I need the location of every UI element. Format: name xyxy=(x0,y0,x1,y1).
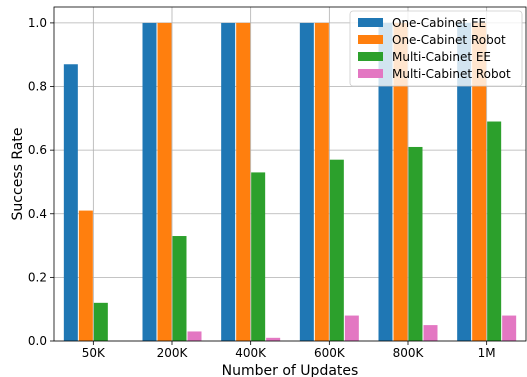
legend-swatch xyxy=(358,69,383,78)
x-axis-ticks: 50K 200K 400K 600K 800K 1M xyxy=(82,341,496,360)
bar-one-cabinet-robot-200k xyxy=(157,22,172,342)
legend-label: One-Cabinet EE xyxy=(392,16,486,30)
bar-one-cabinet-robot-1m xyxy=(472,22,487,342)
x-tick-label: 800K xyxy=(393,346,425,360)
y-tick-label: 1.0 xyxy=(28,16,47,30)
bar-one-cabinet-ee-800k xyxy=(378,22,393,342)
bar-one-cabinet-robot-600k xyxy=(314,22,329,342)
bar-multi-cabinet-robot-400k xyxy=(266,337,281,341)
bar-one-cabinet-robot-400k xyxy=(236,22,251,342)
bar-multi-cabinet-robot-600k xyxy=(344,315,359,341)
legend: One-Cabinet EE One-Cabinet Robot Multi-Cab… xyxy=(349,10,523,87)
x-tick-label: 400K xyxy=(235,346,267,360)
y-tick-label: 0.0 xyxy=(28,334,47,348)
y-tick-label: 0.6 xyxy=(28,143,47,157)
x-tick-label: 600K xyxy=(314,346,346,360)
x-tick-label: 50K xyxy=(82,346,106,360)
legend-swatch xyxy=(358,52,383,61)
x-axis-title: Number of Updates xyxy=(222,363,359,377)
bar-one-cabinet-robot-50k xyxy=(78,210,93,341)
legend-label: One-Cabinet Robot xyxy=(392,33,506,47)
bar-one-cabinet-ee-200k xyxy=(142,22,157,342)
bar-one-cabinet-ee-50k xyxy=(63,64,78,341)
bars xyxy=(63,22,517,342)
bar-one-cabinet-ee-600k xyxy=(299,22,314,342)
bar-one-cabinet-ee-1m xyxy=(457,22,472,342)
legend-label: Multi-Cabinet Robot xyxy=(392,67,511,81)
bar-multi-cabinet-ee-600k xyxy=(329,159,344,341)
y-axis-title: Success Rate xyxy=(10,128,26,221)
x-tick-label: 200K xyxy=(157,346,189,360)
plot-frame xyxy=(53,6,527,342)
legend-label: Multi-Cabinet EE xyxy=(392,50,491,64)
bar-one-cabinet-ee-400k xyxy=(221,22,236,342)
bar-multi-cabinet-robot-800k xyxy=(423,325,438,341)
legend-swatch xyxy=(358,35,383,44)
bar-multi-cabinet-robot-200k xyxy=(187,331,202,341)
legend-swatch xyxy=(358,18,383,27)
legend-box xyxy=(349,10,523,87)
bar-multi-cabinet-ee-800k xyxy=(408,146,423,341)
y-tick-label: 0.2 xyxy=(28,270,47,284)
x-tick-label: 1M xyxy=(478,346,496,360)
y-tick-label: 0.4 xyxy=(28,207,47,221)
bar-multi-cabinet-ee-1m xyxy=(487,121,502,341)
bar-multi-cabinet-ee-200k xyxy=(172,236,187,341)
bar-one-cabinet-robot-800k xyxy=(393,22,408,342)
bar-multi-cabinet-robot-1m xyxy=(502,315,517,341)
y-tick-label: 0.8 xyxy=(28,80,47,94)
bar-multi-cabinet-ee-400k xyxy=(251,172,266,341)
y-axis-ticks: 0.0 0.2 0.4 0.6 0.8 1.0 xyxy=(28,16,54,348)
bar-multi-cabinet-ee-50k xyxy=(93,302,108,341)
